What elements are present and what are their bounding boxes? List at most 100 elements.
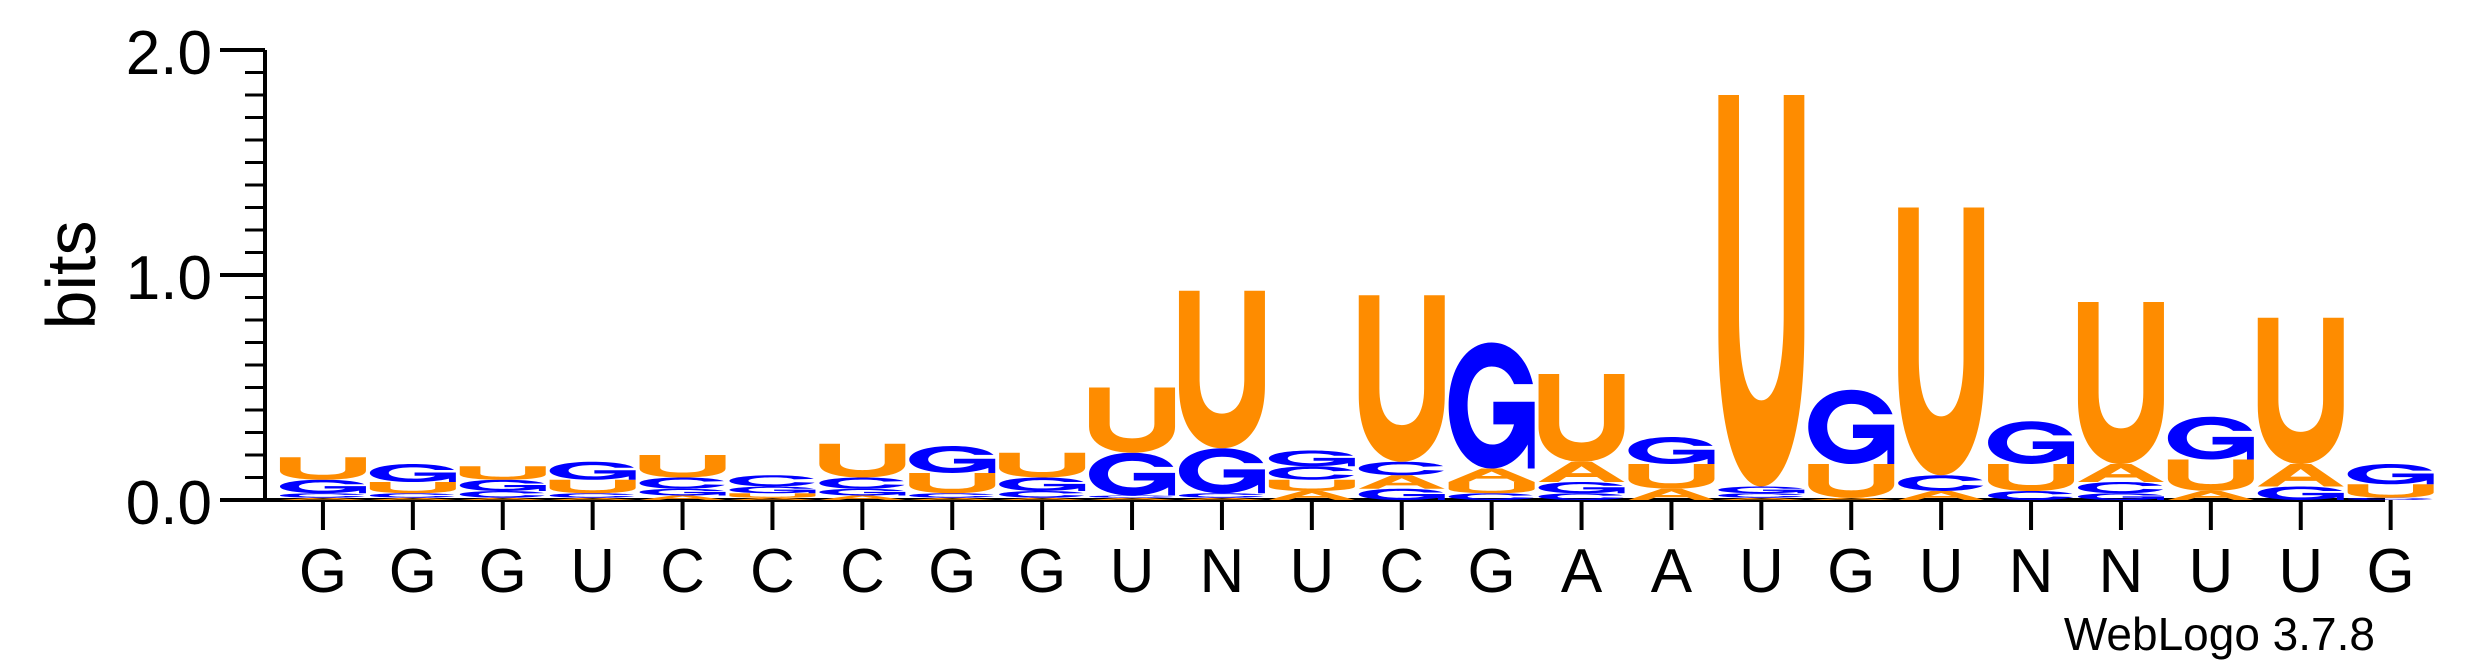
logo-letter-u [1448, 482, 1535, 494]
logo-letter-g [819, 488, 906, 496]
logo-letter-g [909, 446, 996, 473]
x-tick-label: G [928, 537, 976, 606]
logo-letter-c [1538, 493, 1624, 500]
x-tick-label: A [1561, 537, 1603, 606]
logo-letter-u [999, 452, 1086, 478]
x-tick-label: C [1379, 537, 1424, 606]
logo-letter-a [1268, 491, 1355, 500]
logo-letter-g [1538, 482, 1625, 494]
logo-letter-u [1628, 464, 1715, 489]
logo-letter-c [909, 493, 995, 498]
logo-letter-a [1718, 497, 1805, 500]
logo-letter-a [909, 497, 996, 500]
logo-letter-c [459, 491, 545, 498]
logo-letter-u [1358, 295, 1445, 462]
y-minor-ticks [245, 71, 265, 479]
logo-letter-a [819, 495, 906, 500]
logo-letter-u [1178, 290, 1265, 449]
logo-letter-u [1898, 207, 1985, 476]
logo-letter-g [279, 479, 366, 494]
logo-letter-g [2167, 416, 2254, 460]
x-tick-label: N [2099, 537, 2144, 606]
logo-letter-u [1268, 479, 1355, 491]
logo-letter-c [549, 493, 635, 498]
logo-letter-a [2167, 491, 2254, 500]
logo-letter-u [1808, 464, 1895, 498]
x-tick-label: N [2009, 537, 2054, 606]
logo-letter-g [2077, 493, 2164, 500]
logo-letter-u [1089, 387, 1176, 453]
logo-letter-a [1089, 497, 1176, 500]
logo-letter-u [909, 473, 996, 494]
logo-letter-c [1718, 493, 1804, 498]
x-tick-label: U [570, 537, 615, 606]
logo-letter-c [1178, 493, 1265, 498]
logo-letter-a [999, 497, 1086, 500]
logo-letter-g [1448, 342, 1535, 469]
logo-letter-g [459, 479, 546, 491]
x-tick-label: G [389, 537, 437, 606]
logo-letter-g [1268, 450, 1355, 467]
logo-letter-g [369, 464, 456, 482]
logo-letter-g [1808, 389, 1895, 464]
logo-letter-c [369, 493, 455, 498]
logo-letter-a [1178, 497, 1265, 500]
logo-letter-c [819, 477, 905, 489]
logo-letter-u [1538, 374, 1625, 462]
logo-letter-g [1628, 437, 1715, 464]
y-tick-label-1: 1.0 [126, 244, 212, 313]
x-tick-label: G [1018, 537, 1066, 606]
x-tick-label: U [1110, 537, 1155, 606]
logo-letter-c [729, 475, 815, 487]
logo-letter-c [1089, 495, 1175, 498]
logo-letter-c [639, 477, 725, 489]
logo-letter-a [2257, 464, 2344, 487]
logo-letter-a [369, 497, 456, 500]
logo-letter-u [2347, 484, 2434, 498]
logo-letter-c [1358, 461, 1444, 476]
logo-letter-u [639, 455, 726, 478]
logo-letter-u [1988, 464, 2075, 491]
logo-letter-a [1538, 461, 1625, 482]
logo-letter-u [1718, 95, 1805, 487]
x-tick-label: C [840, 537, 885, 606]
logo-letter-g [999, 477, 1086, 491]
logo-letter-a [639, 495, 726, 500]
y-axis-title: bits [32, 221, 110, 330]
logo-letter-g [729, 486, 816, 494]
logo-letter-c [1268, 466, 1354, 480]
logo-letter-g [1358, 488, 1445, 500]
logo-letter-a [459, 497, 546, 500]
logo-letter-a [1358, 475, 1445, 489]
logo-letter-u [729, 493, 816, 498]
logo-letter-g [1988, 421, 2075, 464]
logo-letter-g [2347, 464, 2434, 485]
logo-letter-a [549, 497, 636, 500]
x-tick-label: N [1200, 537, 1245, 606]
letter-stacks [279, 95, 2434, 500]
logo-letter-g [549, 461, 636, 480]
x-tick-label: C [750, 537, 795, 606]
logo-letter-u [2167, 459, 2254, 491]
logo-letter-a [1628, 488, 1715, 500]
logo-letter-a [1448, 468, 1535, 482]
x-tick-label: A [1651, 537, 1693, 606]
logo-letter-u [2257, 317, 2344, 464]
x-tick-label: U [2188, 537, 2233, 606]
y-tick-label-0: 0.0 [126, 469, 212, 538]
logo-letter-c [1988, 491, 2074, 500]
x-tick-label: U [1919, 537, 1964, 606]
logo-letter-c [999, 491, 1085, 498]
logo-letter-c [1898, 475, 1984, 491]
logo-letter-a [1808, 497, 1895, 500]
logo-letter-a [729, 497, 816, 500]
x-tick-label: C [660, 537, 705, 606]
logo-letter-c [1448, 493, 1534, 500]
logo-letter-u [549, 479, 636, 494]
logo-letter-g [639, 488, 726, 496]
logo-letter-u [459, 466, 546, 480]
logo-letter-u [279, 457, 366, 480]
logo-letter-g [2257, 486, 2344, 500]
